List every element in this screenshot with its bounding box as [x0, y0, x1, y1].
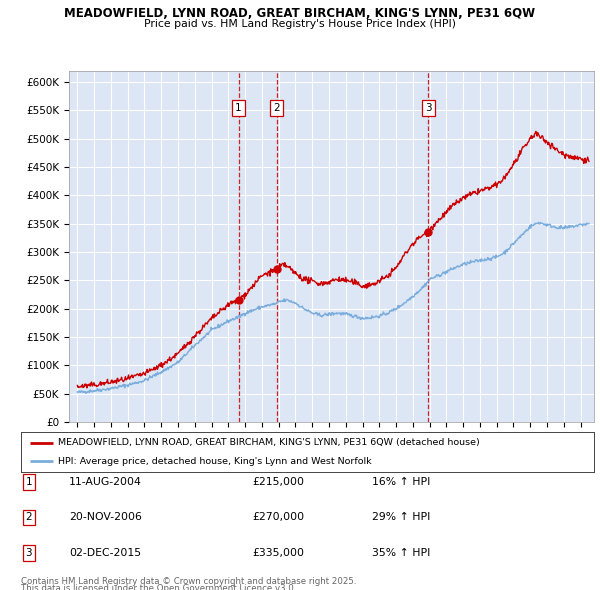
Text: MEADOWFIELD, LYNN ROAD, GREAT BIRCHAM, KING'S LYNN, PE31 6QW: MEADOWFIELD, LYNN ROAD, GREAT BIRCHAM, K… [64, 7, 536, 20]
Text: 16% ↑ HPI: 16% ↑ HPI [372, 477, 430, 487]
Text: £215,000: £215,000 [252, 477, 304, 487]
Text: Price paid vs. HM Land Registry's House Price Index (HPI): Price paid vs. HM Land Registry's House … [144, 19, 456, 29]
Text: 1: 1 [25, 477, 32, 487]
Text: 29% ↑ HPI: 29% ↑ HPI [372, 513, 430, 522]
Text: Contains HM Land Registry data © Crown copyright and database right 2025.: Contains HM Land Registry data © Crown c… [21, 577, 356, 586]
Text: 2: 2 [274, 103, 280, 113]
Text: HPI: Average price, detached house, King's Lynn and West Norfolk: HPI: Average price, detached house, King… [58, 457, 372, 466]
Text: 3: 3 [25, 548, 32, 558]
Text: This data is licensed under the Open Government Licence v3.0.: This data is licensed under the Open Gov… [21, 584, 296, 590]
Text: 35% ↑ HPI: 35% ↑ HPI [372, 548, 430, 558]
Text: MEADOWFIELD, LYNN ROAD, GREAT BIRCHAM, KING'S LYNN, PE31 6QW (detached house): MEADOWFIELD, LYNN ROAD, GREAT BIRCHAM, K… [58, 438, 480, 447]
Text: 2: 2 [25, 513, 32, 522]
Text: £270,000: £270,000 [252, 513, 304, 522]
Text: 1: 1 [235, 103, 242, 113]
Text: 3: 3 [425, 103, 431, 113]
Text: 11-AUG-2004: 11-AUG-2004 [69, 477, 142, 487]
Text: 02-DEC-2015: 02-DEC-2015 [69, 548, 141, 558]
Text: 20-NOV-2006: 20-NOV-2006 [69, 513, 142, 522]
Text: £335,000: £335,000 [252, 548, 304, 558]
